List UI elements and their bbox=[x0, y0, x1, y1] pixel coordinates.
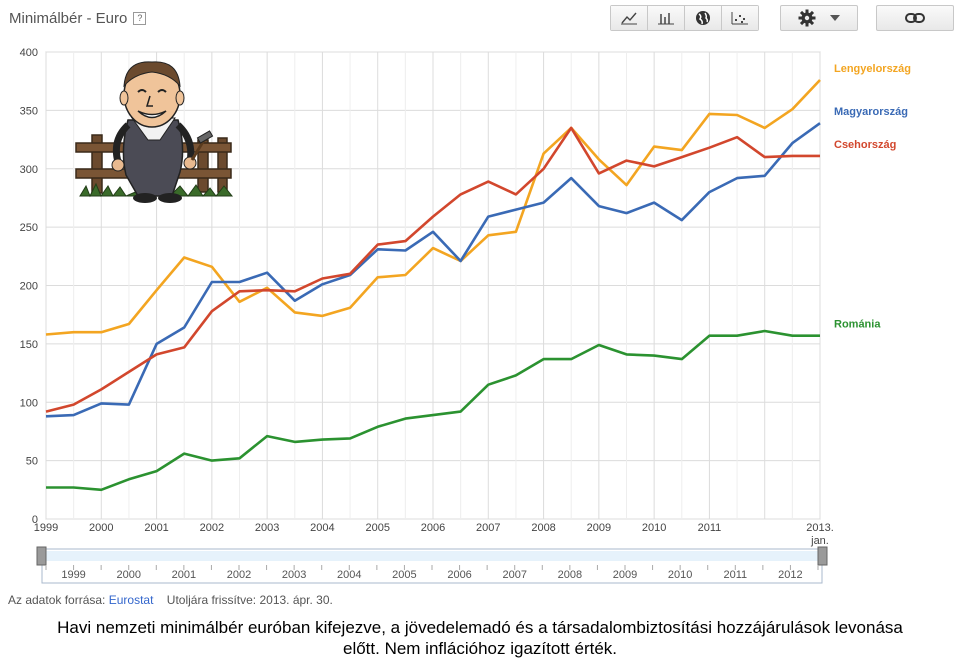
series-label: Magyarország bbox=[834, 106, 908, 118]
navigator-label: 2011 bbox=[723, 569, 747, 581]
x-tick-label: 2010 bbox=[642, 522, 666, 534]
navigator-label: 2010 bbox=[668, 569, 692, 581]
caption-line-1: Havi nemzeti minimálbér euróban kifejezv… bbox=[57, 618, 903, 637]
y-tick-label: 250 bbox=[20, 222, 38, 234]
x-tick-label: 2011 bbox=[698, 522, 722, 534]
source-link[interactable]: Eurostat bbox=[108, 593, 154, 607]
y-axis: 0 50 100 150 200 250 300 350 400 bbox=[20, 47, 38, 526]
navigator-label: 2002 bbox=[227, 569, 251, 581]
navigator-label: 2000 bbox=[116, 569, 140, 581]
series-label: Románia bbox=[834, 319, 881, 331]
x-tick-label: 2005 bbox=[365, 522, 389, 534]
bar-chart-icon bbox=[658, 13, 674, 25]
navigator-label: 2009 bbox=[613, 569, 637, 581]
updated-label: Utoljára frissítve: 2013. ápr. 30. bbox=[166, 593, 333, 607]
gear-icon bbox=[798, 9, 816, 27]
y-tick-label: 100 bbox=[20, 397, 38, 409]
series-line bbox=[45, 126, 820, 413]
series-line bbox=[45, 122, 821, 418]
navigator-label: 2008 bbox=[558, 569, 582, 581]
source-label: Az adatok forrása: bbox=[8, 593, 106, 607]
navigator-selection bbox=[46, 551, 818, 561]
x-end-label: jan. bbox=[810, 535, 829, 547]
navigator-label: 2004 bbox=[337, 569, 361, 581]
x-axis: 1999 2000 2001 2002 2003 2004 2005 2006 2007 2008… bbox=[34, 522, 834, 547]
navigator-right-handle bbox=[817, 546, 828, 566]
x-tick-label: 2000 bbox=[89, 522, 113, 534]
chart-series: Lengyelország Magyarország Csehország Román… bbox=[45, 63, 911, 492]
navigator-label: 2001 bbox=[172, 569, 196, 581]
figure-caption: Havi nemzeti minimálbér euróban kifejezv… bbox=[0, 617, 960, 659]
navigator-label: 1999 bbox=[61, 569, 85, 581]
globe-icon bbox=[696, 11, 710, 25]
chart-title: Minimálbér - Euro? bbox=[9, 10, 147, 27]
navigator-label: 2012 bbox=[778, 569, 802, 581]
navigator-left-handle bbox=[36, 546, 47, 566]
caption-line-2: előtt. Nem inflációhoz igazított érték. bbox=[342, 639, 618, 658]
x-tick-label: 2002 bbox=[200, 522, 224, 534]
link-button[interactable] bbox=[876, 5, 954, 31]
navigator-label: 2003 bbox=[282, 569, 306, 581]
y-tick-label: 300 bbox=[20, 164, 38, 176]
bar-chart-button[interactable] bbox=[648, 6, 685, 30]
chart-title-text: Minimálbér - Euro bbox=[9, 10, 128, 27]
x-tick-label: 2008 bbox=[531, 522, 555, 534]
help-button[interactable]: ? bbox=[133, 12, 147, 25]
x-tick-label: 2006 bbox=[421, 522, 445, 534]
navigator-label: 2007 bbox=[502, 569, 526, 581]
navigator-label: 2005 bbox=[392, 569, 416, 581]
x-tick-label: 2001 bbox=[144, 522, 168, 534]
series-label: Lengyelország bbox=[834, 63, 911, 75]
x-tick-label: 2007 bbox=[476, 522, 500, 534]
data-source: Az adatok forrása: Eurostat Utoljára fri… bbox=[8, 593, 333, 607]
chevron-down-icon bbox=[830, 15, 840, 21]
series-label: Csehország bbox=[834, 139, 896, 151]
link-icon bbox=[905, 13, 925, 23]
y-tick-label: 150 bbox=[20, 339, 38, 351]
y-tick-label: 400 bbox=[20, 47, 38, 59]
series-line bbox=[46, 329, 820, 492]
x-tick-label: 2009 bbox=[587, 522, 611, 534]
scatter-chart-icon bbox=[731, 12, 748, 25]
range-navigator: 1999 2000 2001 2002 2003 2004 2005 2006 2007 2008… bbox=[36, 546, 828, 584]
scatter-chart-button[interactable] bbox=[722, 6, 758, 30]
x-tick-label: 1999 bbox=[34, 522, 58, 534]
settings-button[interactable] bbox=[780, 5, 858, 31]
farmer-illustration bbox=[75, 61, 234, 203]
y-tick-label: 50 bbox=[26, 456, 38, 468]
line-chart: 0 50 100 150 200 250 300 350 400 1999 2000 2001 200… bbox=[20, 47, 911, 584]
x-tick-label: 2004 bbox=[310, 522, 334, 534]
navigator-label: 2006 bbox=[447, 569, 471, 581]
line-chart-button[interactable] bbox=[611, 6, 648, 30]
line-chart-icon bbox=[621, 12, 637, 25]
y-tick-label: 0 bbox=[32, 514, 38, 526]
series-line bbox=[45, 79, 821, 336]
y-tick-label: 350 bbox=[20, 105, 38, 117]
x-end-label: 2013. bbox=[806, 522, 834, 534]
map-chart-button[interactable] bbox=[685, 6, 722, 30]
x-tick-label: 2003 bbox=[255, 522, 279, 534]
y-tick-label: 200 bbox=[20, 281, 38, 293]
chart-type-toolbar bbox=[610, 5, 759, 31]
